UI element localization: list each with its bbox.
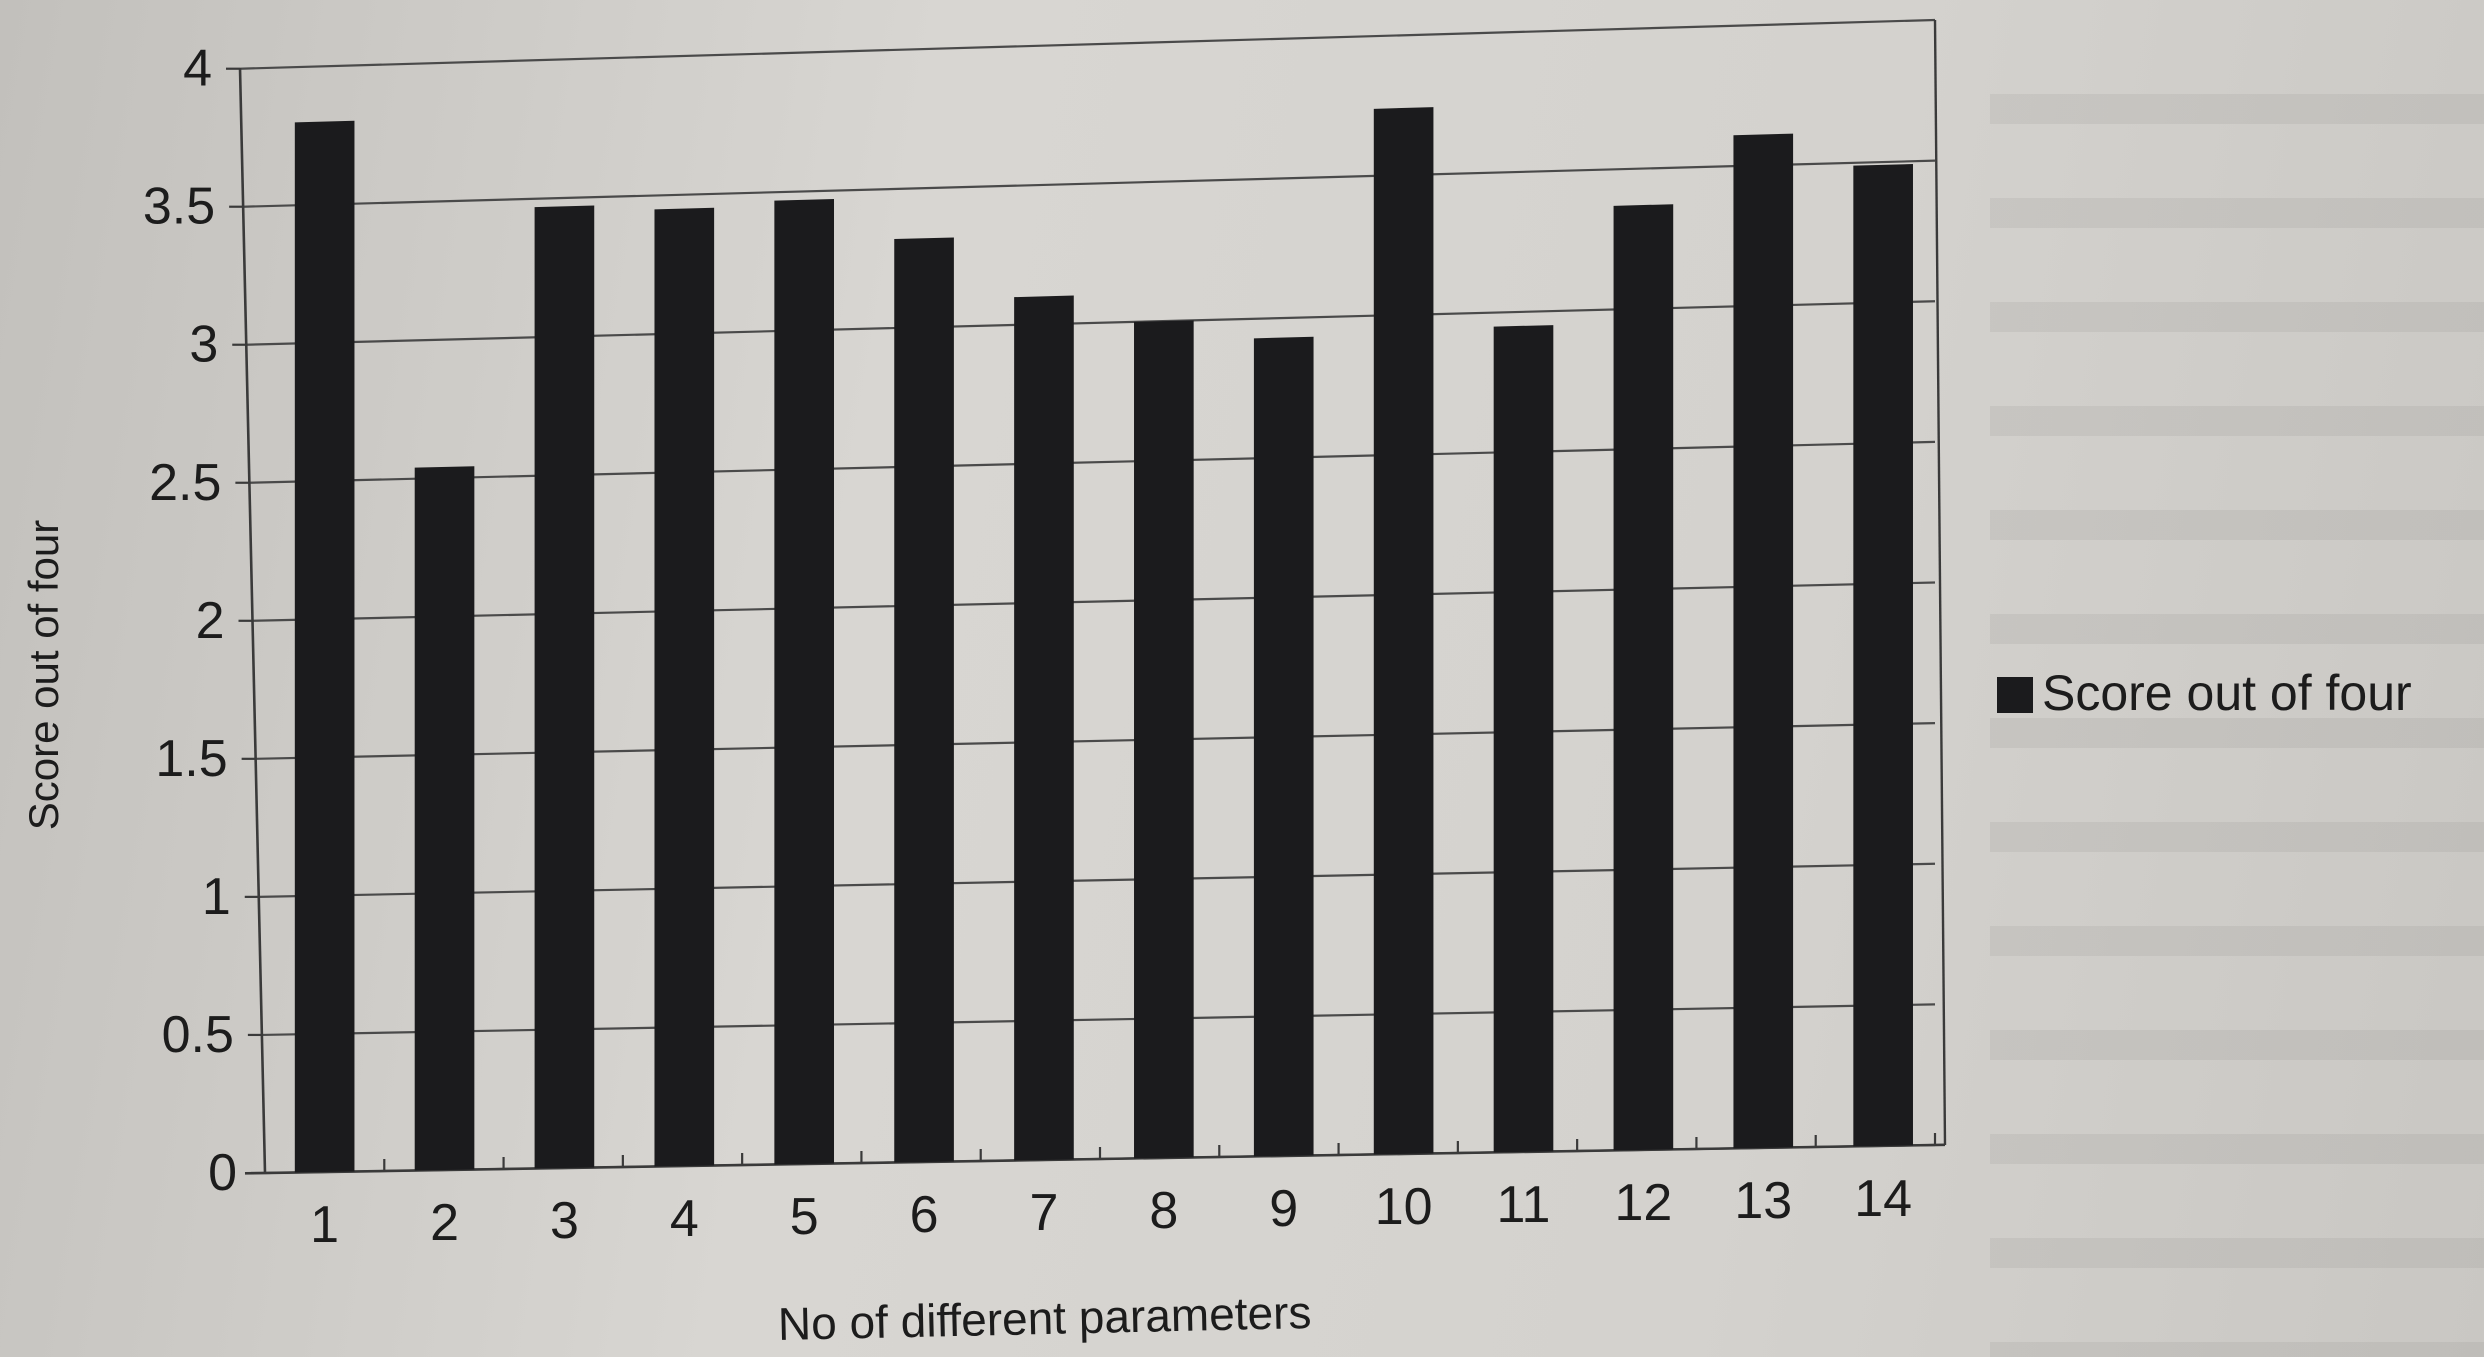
bar (1493, 325, 1554, 1153)
bar (534, 205, 595, 1169)
bar (1253, 336, 1314, 1157)
y-tick-label: 2.5 (149, 454, 221, 512)
gridline (243, 159, 1936, 208)
x-tick-label: 3 (550, 1192, 579, 1250)
bar (1373, 107, 1434, 1155)
y-axis-label: Score out of four (20, 520, 67, 831)
bar (1613, 204, 1674, 1151)
x-tick-label: 6 (910, 1186, 939, 1244)
gridline (249, 440, 1936, 484)
gridline (261, 1003, 1936, 1037)
y-axis-ticks: 0 0.5 1 1.5 2 2.5 3 3.5 4 (143, 40, 265, 1202)
bar (774, 198, 835, 1165)
gridline (246, 300, 1936, 346)
gridline (252, 581, 1936, 622)
gridline (239, 18, 1936, 70)
y-tick-label: 1.5 (155, 730, 227, 788)
x-tick-label: 10 (1375, 1178, 1433, 1236)
x-tick-label: 11 (1497, 1176, 1551, 1234)
bar (1853, 164, 1913, 1147)
y-tick-label: 0.5 (162, 1006, 234, 1064)
background-page-text (1990, 20, 2484, 1357)
plot-right-edge (1933, 19, 1947, 1146)
y-tick-label: 4 (183, 40, 212, 98)
bar (894, 237, 954, 1163)
bar (1014, 295, 1074, 1161)
x-tick-label: 7 (1029, 1184, 1058, 1242)
gridline (258, 862, 1936, 898)
x-axis-label: No of different parameters (777, 1286, 1312, 1350)
legend-swatch (1997, 677, 2033, 713)
bar (654, 207, 715, 1167)
gridline (255, 722, 1936, 760)
y-tick-label: 0 (208, 1144, 237, 1202)
x-tick-label: 9 (1269, 1180, 1298, 1238)
x-axis-line (244, 1143, 1946, 1175)
bar (414, 466, 475, 1171)
x-tick-label: 13 (1734, 1172, 1792, 1230)
x-tick-label: 2 (430, 1194, 459, 1252)
plot-frame (238, 19, 1947, 1175)
y-tick-label: 1 (202, 868, 231, 926)
y-tick-label: 2 (196, 592, 225, 650)
x-tick-label: 12 (1614, 1174, 1672, 1232)
legend: Score out of four (1997, 665, 2412, 721)
x-axis-ticks: 1 2 3 4 5 6 7 8 9 10 11 12 13 14 (310, 1133, 1937, 1254)
bar (294, 120, 355, 1173)
x-tick-label: 4 (670, 1190, 699, 1248)
y-tick-label: 3.5 (143, 178, 215, 236)
x-tick-label: 5 (790, 1188, 819, 1246)
bars (294, 107, 1913, 1173)
x-tick-label: 1 (310, 1196, 339, 1254)
bar (1733, 133, 1794, 1149)
bar (1134, 320, 1194, 1159)
x-tick-label: 14 (1854, 1170, 1912, 1228)
x-tick-label: 8 (1149, 1182, 1178, 1240)
y-tick-label: 3 (189, 316, 218, 374)
legend-label: Score out of four (2042, 665, 2412, 721)
gridlines (239, 18, 1936, 1175)
